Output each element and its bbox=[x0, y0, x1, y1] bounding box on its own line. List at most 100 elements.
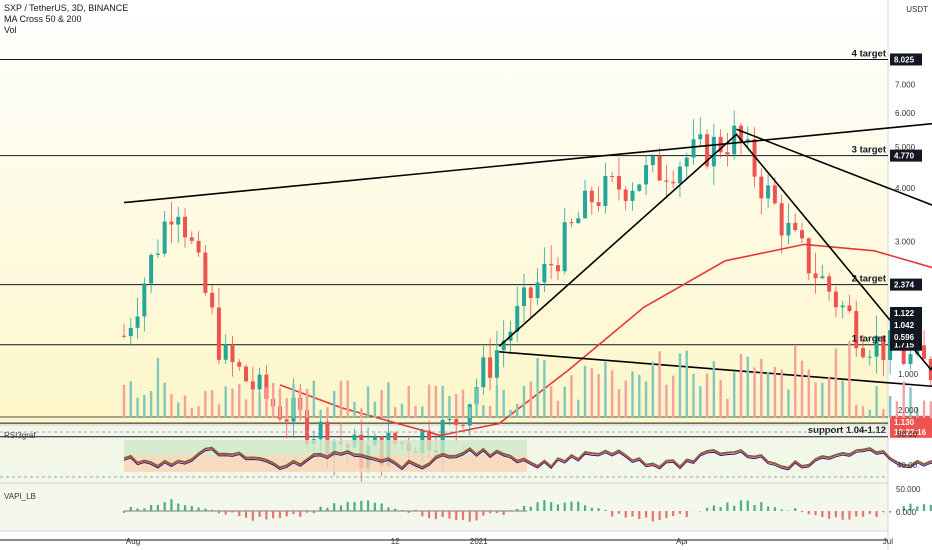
vapi-bar bbox=[224, 511, 227, 515]
candle-body bbox=[196, 240, 201, 253]
volume-bar bbox=[712, 360, 716, 418]
candle-body bbox=[874, 335, 879, 357]
vapi-bar bbox=[428, 511, 431, 519]
candle-body bbox=[725, 152, 730, 155]
candle-body bbox=[149, 254, 154, 284]
vapi-bar bbox=[644, 511, 648, 518]
volume-bar bbox=[678, 353, 682, 418]
vapi-bar bbox=[122, 511, 126, 513]
vapi-bar bbox=[441, 511, 444, 518]
candle-body bbox=[461, 424, 465, 426]
lower-price-tag bbox=[890, 319, 922, 331]
level-label: support 1.04-1.12 bbox=[808, 425, 886, 436]
volume-bar bbox=[238, 383, 241, 418]
vapi-tick-label: 50.000 bbox=[896, 485, 921, 494]
vapi-bar bbox=[672, 511, 675, 517]
countdown-text: 10:22:16 bbox=[894, 428, 927, 437]
volume-bar bbox=[766, 371, 770, 418]
volume-bar bbox=[610, 370, 614, 418]
volume-bar bbox=[231, 388, 234, 418]
vapi-bar bbox=[197, 507, 200, 511]
vapi-tick-label: 0.000 bbox=[896, 508, 917, 517]
volume-bar bbox=[244, 399, 248, 418]
vapi-bar bbox=[346, 501, 349, 511]
candle-body bbox=[705, 134, 710, 167]
vapi-bar bbox=[712, 505, 715, 511]
vapi-bar bbox=[285, 511, 288, 517]
volume-bar bbox=[468, 407, 471, 418]
volume-bar bbox=[441, 385, 444, 418]
volume-bar bbox=[448, 395, 451, 418]
volume-bar bbox=[265, 387, 268, 418]
candle-body bbox=[793, 222, 798, 231]
vapi-bar bbox=[143, 508, 146, 511]
candle-body bbox=[861, 348, 866, 358]
time-tick-label: Jul bbox=[883, 537, 893, 546]
volume-tick-label: 1.000 bbox=[898, 370, 919, 379]
vapi-bar bbox=[150, 504, 153, 511]
vapi-bar bbox=[489, 511, 492, 514]
price-tick-label: 3.000 bbox=[895, 237, 916, 246]
volume-indicator-label[interactable]: Vol bbox=[4, 25, 17, 35]
volume-bar bbox=[658, 351, 661, 418]
candle-body bbox=[440, 420, 445, 453]
vapi-bar bbox=[929, 504, 932, 511]
candle-body bbox=[203, 252, 208, 293]
volume-bar bbox=[299, 388, 302, 418]
candle-body bbox=[684, 157, 689, 167]
current-price-tag bbox=[890, 415, 932, 438]
vapi-bar bbox=[482, 511, 485, 516]
vapi-bar bbox=[502, 511, 505, 516]
price-tick-label: 5.000 bbox=[895, 143, 916, 152]
vapi-bar bbox=[780, 509, 783, 511]
volume-bar bbox=[780, 369, 783, 418]
volume-bar bbox=[143, 394, 146, 418]
volume-bar bbox=[529, 381, 532, 418]
vapi-bar bbox=[658, 511, 661, 520]
vapi-bar bbox=[733, 505, 736, 511]
volume-bar bbox=[319, 409, 322, 418]
volume-bar bbox=[855, 404, 858, 418]
vapi-bar bbox=[570, 501, 573, 511]
vapi-bar bbox=[353, 502, 356, 511]
volume-bar bbox=[760, 358, 763, 418]
vapi-bar bbox=[509, 510, 512, 511]
volume-bar bbox=[509, 409, 512, 418]
candle-body bbox=[854, 311, 859, 349]
vapi-bar bbox=[746, 500, 749, 511]
candle-body bbox=[549, 263, 554, 266]
price-level-tag bbox=[890, 278, 922, 291]
volume-bar bbox=[129, 381, 132, 418]
vapi-bar bbox=[773, 507, 776, 511]
price-level-tag-text: 1.715 bbox=[894, 341, 915, 350]
volume-bar bbox=[177, 402, 180, 418]
volume-bar bbox=[848, 341, 851, 418]
vapi-bar bbox=[794, 508, 797, 511]
ma-indicator-label[interactable]: MA Cross 50 & 200 bbox=[4, 14, 82, 24]
volume-bar bbox=[861, 406, 865, 418]
candle-body bbox=[128, 327, 133, 337]
volume-bar bbox=[360, 408, 363, 418]
vapi-bar bbox=[536, 502, 539, 511]
candle-body bbox=[230, 344, 235, 363]
volume-bar bbox=[163, 382, 166, 418]
volume-bar bbox=[224, 386, 227, 418]
candle-body bbox=[535, 282, 540, 298]
vapi-bar bbox=[678, 511, 682, 514]
vapi-bar bbox=[868, 511, 871, 514]
volume-bar bbox=[536, 358, 539, 418]
volume-bar bbox=[353, 402, 356, 418]
vapi-bar bbox=[217, 511, 221, 514]
lower-price-tag-text: 0.596 bbox=[894, 333, 915, 342]
symbol-title[interactable]: SXP / TetherUS, 3D, BINANCE bbox=[4, 3, 129, 13]
volume-bar bbox=[733, 372, 736, 418]
vapi-bar bbox=[231, 511, 234, 513]
volume-bar bbox=[251, 390, 255, 418]
candle-body bbox=[786, 222, 791, 236]
volume-bar bbox=[821, 382, 824, 418]
volume-bar bbox=[882, 409, 885, 418]
volume-bar bbox=[739, 354, 743, 418]
vapi-bar bbox=[597, 508, 600, 511]
vapi-bar bbox=[407, 511, 410, 513]
vapi-bar bbox=[550, 502, 553, 511]
